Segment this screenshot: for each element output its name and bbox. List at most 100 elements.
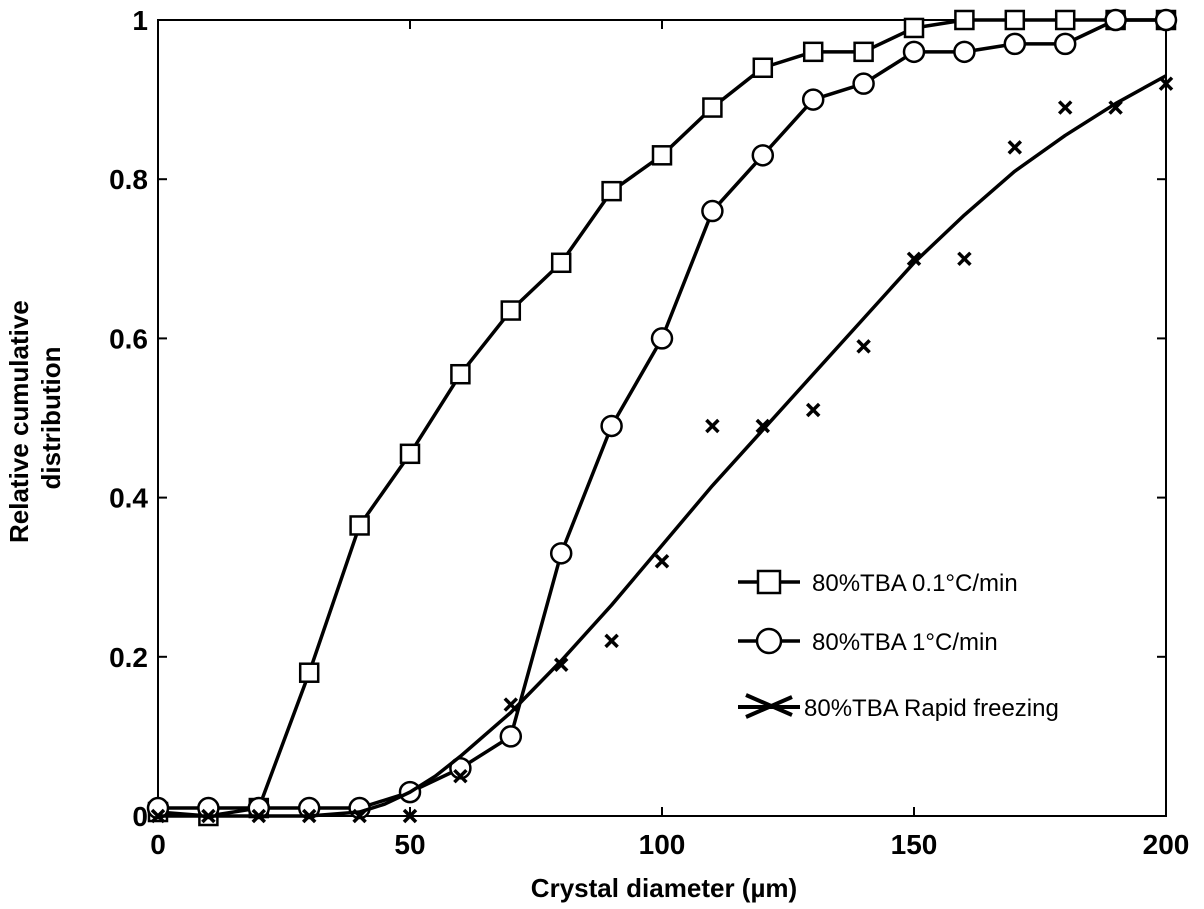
data-point (957, 251, 972, 267)
data-point (1007, 140, 1023, 155)
legend-label: 80%TBA 0.1°C/min (812, 570, 1018, 597)
x-stroke (957, 251, 972, 267)
data-point (903, 17, 925, 39)
data-point (453, 768, 468, 784)
data-point (604, 633, 619, 649)
data-point (1004, 9, 1026, 31)
x-stroke (755, 418, 771, 434)
data-point (399, 443, 421, 465)
data-point (600, 414, 623, 438)
x-stroke (251, 808, 267, 824)
x-stroke (1158, 76, 1174, 91)
x-stroke (705, 418, 720, 434)
data-point (852, 72, 875, 95)
data-point (601, 180, 622, 202)
x-stroke (201, 808, 216, 824)
axis-ticks: 0 50 100 150 200 0 0.2 0.4 0.6 0.8 1 (109, 5, 1189, 860)
data-point (150, 808, 166, 824)
x-stroke (453, 768, 468, 784)
series-2 (146, 8, 1178, 820)
x-stroke (1007, 140, 1023, 155)
data-point (1057, 100, 1073, 115)
data-point (550, 252, 572, 274)
axis-labels: Crystal diameter (µm) Relative cumulativ… (4, 293, 797, 903)
legend-marker (755, 627, 783, 655)
x-stroke (805, 402, 821, 418)
data-point (1108, 100, 1123, 115)
data-point (902, 40, 926, 64)
data-point (298, 662, 320, 683)
legend: 80%TBA 0.1°C/min 80%TBA 1°C/min 80%TBA Rap… (738, 569, 1059, 722)
data-point (201, 808, 216, 824)
data-point (450, 363, 471, 385)
data-point (755, 418, 771, 434)
data-point (953, 40, 976, 64)
x-axis-label: Crystal diameter (µm) (531, 873, 797, 903)
data-point (301, 808, 317, 824)
x-stroke (856, 339, 871, 354)
x-stroke (906, 251, 922, 267)
series-layer (146, 8, 1178, 827)
legend-item-1: 80%TBA 0.1°C/min (738, 569, 1018, 597)
data-point (856, 339, 871, 354)
series-line (158, 18, 1166, 810)
data-point (1104, 8, 1127, 32)
x-stroke (553, 657, 569, 672)
legend-marker (756, 569, 782, 595)
x-stroke (1108, 100, 1123, 115)
y-tick-label: 0.2 (109, 642, 148, 673)
data-point (402, 808, 418, 824)
x-stroke (604, 633, 619, 649)
data-point (1053, 32, 1077, 56)
y-axis-label: Relative cumulative distribution (4, 293, 66, 543)
data-point (801, 88, 825, 111)
x-stroke (402, 808, 418, 824)
x-stroke (654, 554, 670, 569)
data-point (654, 554, 670, 569)
x-stroke (301, 808, 317, 824)
data-point (752, 57, 774, 79)
x-tick-label: 200 (1143, 829, 1190, 860)
x-tick-label: 150 (891, 829, 938, 860)
data-point (500, 300, 522, 321)
data-point (853, 41, 874, 63)
data-point (503, 697, 519, 712)
data-point (701, 199, 724, 223)
y-axis-label-line-1: Relative cumulative (4, 300, 34, 543)
data-point (549, 542, 573, 565)
data-point (1158, 76, 1174, 91)
legend-label: 80%TBA Rapid freezing (804, 695, 1059, 722)
data-point (906, 251, 922, 267)
legend-item-2: 80%TBA 1°C/min (738, 627, 998, 656)
data-point (499, 725, 523, 748)
data-point (802, 41, 824, 63)
x-stroke (1057, 100, 1073, 115)
fit-curve (158, 74, 1167, 818)
legend-x-stroke (745, 695, 793, 719)
data-point (805, 402, 821, 418)
y-axis-label-line-2: distribution (36, 347, 66, 490)
x-tick-label: 0 (150, 829, 166, 860)
series-3 (150, 74, 1174, 824)
data-point (1154, 8, 1178, 32)
data-point (650, 327, 674, 350)
legend-item-3: 80%TBA Rapid freezing (738, 693, 1059, 722)
data-point (251, 808, 267, 824)
data-point (751, 144, 775, 167)
data-point (1003, 32, 1027, 56)
x-stroke (503, 697, 519, 712)
y-tick-label: 0.6 (109, 323, 148, 354)
data-point (349, 515, 370, 536)
data-point (705, 418, 720, 434)
data-point (651, 145, 673, 166)
x-stroke (150, 808, 166, 824)
legend-label: 80%TBA 1°C/min (812, 629, 998, 656)
x-tick-label: 100 (639, 829, 686, 860)
data-point (1054, 9, 1076, 31)
y-tick-label: 0 (132, 801, 148, 832)
x-stroke (352, 808, 367, 824)
data-point (702, 97, 723, 118)
y-tick-label: 1 (132, 5, 148, 36)
y-tick-label: 0.4 (109, 483, 148, 514)
